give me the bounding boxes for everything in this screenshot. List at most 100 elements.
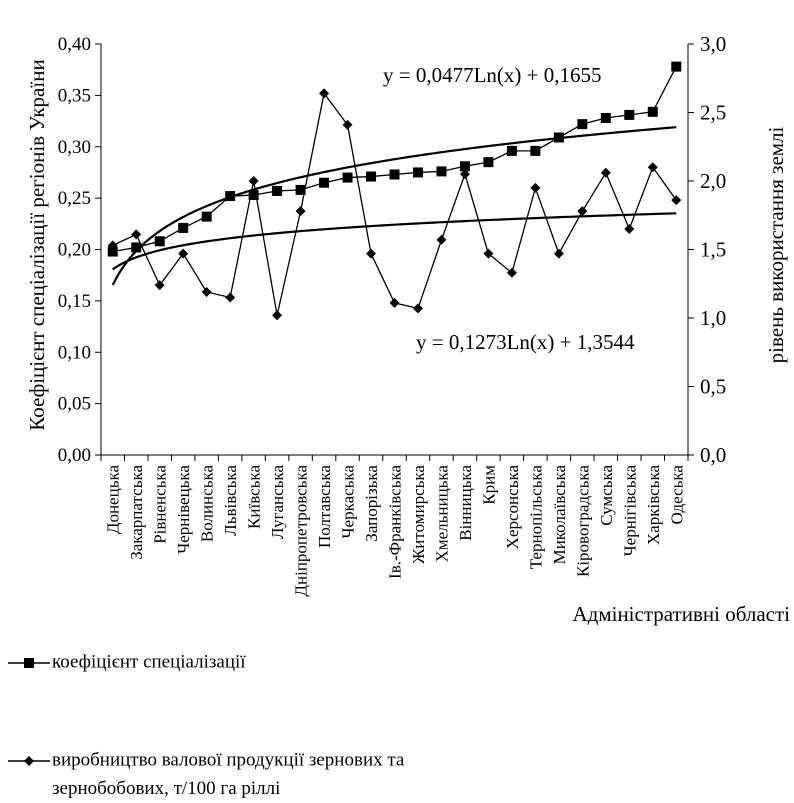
- x-tick-label: Донецька: [104, 465, 123, 535]
- x-tick-label: Миколаївська: [550, 465, 569, 565]
- point-grain-15: [459, 169, 470, 180]
- y-tick-label-right: 1,5: [700, 238, 726, 262]
- point-specialization-11: [366, 171, 377, 182]
- point-specialization-3: [178, 222, 189, 233]
- point-specialization-8: [295, 184, 306, 195]
- y-tick-label-right: 2,0: [700, 169, 726, 193]
- markers: [107, 61, 682, 321]
- point-grain-22: [624, 223, 635, 234]
- point-grain-20: [577, 206, 588, 217]
- x-tick-label: Закарпатська: [127, 465, 146, 560]
- point-grain-21: [600, 167, 611, 178]
- point-specialization-15: [459, 161, 470, 172]
- y-tick-label-left: 0,40: [58, 34, 91, 55]
- point-specialization-12: [389, 169, 400, 180]
- y-tick-label-right: 1,0: [700, 306, 726, 330]
- point-specialization-19: [553, 132, 564, 143]
- x-tick-label: Одеська: [667, 465, 686, 525]
- x-tick-label: Чернівецька: [174, 465, 193, 554]
- x-tick-label: Херсонська: [503, 465, 522, 550]
- x-tick-label: Київська: [245, 465, 264, 529]
- x-tick-label: Луганська: [268, 465, 287, 540]
- trendline-specialization: [111, 126, 677, 286]
- y-tick-label-right: 0,0: [700, 443, 726, 467]
- trendlines: [111, 126, 677, 286]
- point-grain-7: [272, 310, 283, 321]
- point-specialization-9: [319, 177, 330, 188]
- point-grain-17: [506, 267, 517, 278]
- point-grain-10: [342, 119, 353, 130]
- point-grain-11: [366, 248, 377, 259]
- x-tick-label: Чернігівська: [620, 465, 639, 557]
- point-specialization-23: [647, 106, 658, 117]
- legend-label-specialization: коефіцієнт спеціалізації: [52, 651, 246, 673]
- y-tick-label-left: 0,30: [58, 137, 91, 158]
- y-tick-label-right: 0,5: [700, 375, 726, 399]
- point-specialization-14: [436, 166, 447, 177]
- point-grain-12: [389, 297, 400, 308]
- x-tick-label: Крим: [479, 465, 498, 505]
- point-specialization-13: [412, 167, 423, 178]
- point-specialization-17: [506, 145, 517, 156]
- point-specialization-16: [483, 157, 494, 168]
- series-line-grain: [112, 91, 677, 316]
- x-tick-label: Сумська: [597, 465, 616, 526]
- legend-item-specialization: коефіцієнт спеціалізації: [6, 648, 246, 677]
- trendline-equation-specialization: y = 0,0477Ln(x) + 0,1655: [383, 63, 602, 87]
- point-specialization-7: [272, 185, 283, 196]
- point-specialization-0: [107, 246, 118, 257]
- point-specialization-2: [154, 236, 165, 247]
- x-tick-label: Полтавська: [315, 465, 334, 548]
- x-tick-label: Ів.-Франківська: [386, 465, 405, 579]
- x-axis-title: Адміністративні області: [572, 602, 790, 626]
- point-specialization-22: [624, 109, 635, 120]
- y-tick-label-left: 0,15: [58, 291, 91, 312]
- x-tick-label: Львівська: [221, 465, 240, 536]
- point-grain-23: [647, 162, 658, 173]
- point-grain-6: [248, 176, 259, 186]
- point-grain-18: [530, 182, 541, 193]
- x-tick-label: Черкаська: [339, 465, 358, 539]
- legend-label-grain-line1: виробництво валової продукції зернових т…: [52, 749, 405, 771]
- chart: 0,00 0,05 0,10 0,15 0,20 0,25 0,30 0,35 0,40 0,0 0…: [25, 32, 790, 626]
- x-tick-label: Хмельницька: [432, 465, 451, 563]
- y-tick-label-left: 0,20: [58, 240, 91, 261]
- y-tick-label-right: 2,5: [700, 101, 726, 125]
- labels: 0,00 0,05 0,10 0,15 0,20 0,25 0,30 0,35 0,40 0,0 0…: [25, 32, 790, 626]
- point-grain-19: [553, 248, 564, 259]
- legend-swatch-square: [8, 657, 50, 668]
- point-grain-16: [483, 248, 494, 259]
- point-specialization-20: [577, 119, 588, 130]
- point-grain-9: [319, 88, 330, 99]
- legend-grain: виробництво валової продукції зернових т…: [6, 746, 404, 803]
- legend-item-grain: виробництво валової продукції зернових т…: [6, 746, 404, 775]
- point-specialization-5: [225, 191, 236, 202]
- point-grain-1: [131, 229, 142, 240]
- y-tick-label-right: 3,0: [700, 32, 726, 56]
- point-grain-0: [107, 240, 118, 251]
- point-specialization-18: [530, 145, 541, 156]
- point-grain-4: [201, 286, 212, 297]
- x-tick-label: Запорізька: [362, 465, 381, 542]
- trendline-equation-grain: y = 0,1273Ln(x) + 1,3544: [416, 330, 635, 354]
- x-tick-label: Волинська: [198, 465, 217, 543]
- x-tick-label: Харківська: [644, 465, 663, 546]
- y-tick-label-left: 0,25: [58, 188, 91, 209]
- trendline-grain: [112, 212, 677, 271]
- legend: коефіцієнт спеціалізації: [6, 648, 246, 677]
- x-tick-label: Дніпропетровська: [292, 465, 311, 597]
- axes: [95, 43, 694, 461]
- point-grain-14: [436, 234, 447, 245]
- point-grain-13: [412, 303, 423, 314]
- x-tick-label: Тернопільська: [526, 465, 545, 570]
- point-specialization-10: [342, 172, 353, 183]
- y-tick-label-left: 0,05: [58, 394, 91, 415]
- y-tick-label-left: 0,35: [58, 85, 91, 106]
- x-tick-label: Кіровоградська: [573, 465, 592, 577]
- series-lines: [112, 66, 677, 316]
- y-axis-title-right: рівень використання землі: [764, 126, 788, 363]
- y-axis-title-left: Коефіцієнт спеціалізації регіонів Україн…: [25, 59, 49, 430]
- point-specialization-21: [600, 112, 611, 123]
- point-grain-2: [154, 280, 165, 291]
- point-grain-8: [295, 206, 306, 217]
